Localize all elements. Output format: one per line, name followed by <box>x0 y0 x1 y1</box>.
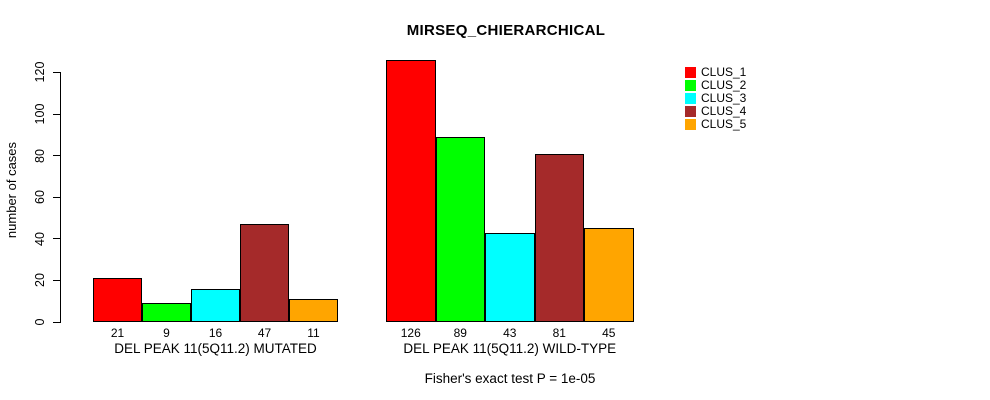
bar-value-label: 45 <box>602 326 616 340</box>
bar-clus_2-group2 <box>435 136 485 322</box>
bar-clus_1-group1 <box>93 278 142 322</box>
y-tick-label: 60 <box>33 190 47 205</box>
bar-value-label: 16 <box>208 326 223 340</box>
x-category-label: DEL PEAK 11(5Q11.2) WILD-TYPE <box>403 341 617 356</box>
y-tick <box>53 279 60 281</box>
y-tick <box>53 113 60 115</box>
x-category-label: DEL PEAK 11(5Q11.2) MUTATED <box>114 341 317 356</box>
y-tick <box>53 71 60 73</box>
bar-value-label: 126 <box>400 326 421 340</box>
y-tick <box>53 196 60 198</box>
legend-label: CLUS_3 <box>701 91 747 105</box>
y-tick-label: 40 <box>33 231 47 246</box>
bar-value-label: 21 <box>110 326 125 340</box>
legend-swatch <box>685 67 696 78</box>
bar-clus_4-group2 <box>534 153 584 322</box>
chart-title: MIRSEQ_CHIERARCHICAL <box>406 22 606 39</box>
y-axis-line <box>60 72 61 323</box>
bar-clus_5-group2 <box>584 228 634 322</box>
bar-value-label: 43 <box>503 326 517 340</box>
legend-swatch <box>685 93 696 104</box>
bar-value-label: 47 <box>257 326 272 340</box>
bar-value-label: 9 <box>163 326 170 340</box>
legend-label: CLUS_4 <box>701 104 747 118</box>
y-tick-label: 100 <box>33 103 47 125</box>
legend-swatch <box>685 106 696 117</box>
bar-clus_5-group1 <box>289 299 338 322</box>
legend-label: CLUS_1 <box>701 65 747 79</box>
bar-clus_3-group1 <box>191 288 240 322</box>
bar-clus_1-group2 <box>386 60 436 322</box>
y-tick <box>53 238 60 240</box>
fisher-test-annotation: Fisher's exact test P = 1e-05 <box>424 371 596 386</box>
bar-value-label: 81 <box>552 326 566 340</box>
y-axis-label: number of cases <box>4 141 19 239</box>
legend-label: CLUS_2 <box>701 78 747 92</box>
y-tick-label: 20 <box>33 273 47 288</box>
legend-swatch <box>685 80 696 91</box>
bar-clus_3-group2 <box>485 232 535 322</box>
legend-swatch <box>685 119 696 130</box>
y-tick <box>53 321 60 323</box>
y-tick-label: 120 <box>33 62 47 83</box>
y-tick-label: 0 <box>33 318 47 326</box>
bar-clus_2-group1 <box>142 303 191 322</box>
legend-label: CLUS_5 <box>701 117 747 131</box>
bar-clus_4-group1 <box>240 224 289 322</box>
bar-value-label: 89 <box>453 326 467 340</box>
y-tick-label: 80 <box>33 148 47 163</box>
bar-value-label: 11 <box>307 326 320 340</box>
y-tick <box>53 155 60 157</box>
